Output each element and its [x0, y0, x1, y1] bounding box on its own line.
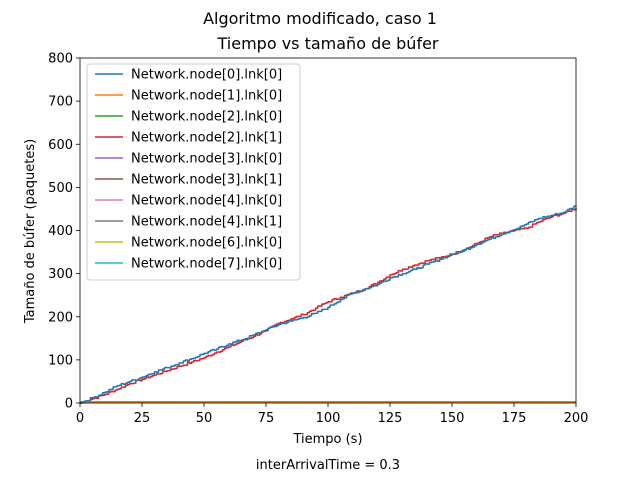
x-tick-label-0: 0 [76, 411, 84, 426]
legend-label-7: Network.node[4].lnk[1] [131, 215, 282, 230]
legend-label-4: Network.node[3].lnk[0] [131, 152, 282, 167]
y-tick-label-4: 400 [48, 224, 73, 239]
y-tick-label-7: 700 [48, 95, 73, 110]
legend-label-5: Network.node[3].lnk[1] [131, 173, 282, 188]
legend-label-3: Network.node[2].lnk[1] [131, 131, 282, 146]
y-tick-label-0: 0 [65, 397, 73, 412]
legend-label-6: Network.node[4].lnk[0] [131, 194, 282, 209]
x-tick-label-8: 200 [564, 411, 589, 426]
x-tick-label-5: 125 [378, 411, 403, 426]
y-axis-label: Tamaño de búfer (paquetes) [23, 139, 38, 324]
y-tick-label-3: 300 [48, 267, 73, 282]
legend-label-9: Network.node[7].lnk[0] [131, 257, 282, 272]
plot-area: 0 25 50 75 100 125 150 175 200 0 100 200 300 400 500 60… [48, 52, 588, 427]
legend-label-8: Network.node[6].lnk[0] [131, 236, 282, 251]
y-tick-label-5: 500 [48, 181, 73, 196]
x-tick-label-3: 75 [258, 411, 275, 426]
x-tick-label-1: 25 [134, 411, 151, 426]
x-tick-label-2: 50 [196, 411, 213, 426]
y-tick-label-6: 600 [48, 138, 73, 153]
footnote: interArrivalTime = 0.3 [256, 458, 400, 473]
legend-label-2: Network.node[2].lnk[0] [131, 110, 282, 125]
chart-suptitle: Algoritmo modificado, caso 1 [203, 9, 437, 28]
y-tick-label-8: 800 [48, 52, 73, 67]
x-tick-label-7: 175 [502, 411, 527, 426]
legend-label-0: Network.node[0].lnk[0] [131, 68, 282, 83]
chart-title: Tiempo vs tamaño de búfer [217, 34, 439, 53]
y-tick-label-2: 200 [48, 310, 73, 325]
legend-label-1: Network.node[1].lnk[0] [131, 89, 282, 104]
x-axis-label: Tiempo (s) [292, 432, 362, 447]
x-tick-label-6: 150 [440, 411, 465, 426]
x-tick-label-4: 100 [316, 411, 341, 426]
y-tick-label-1: 100 [48, 353, 73, 368]
